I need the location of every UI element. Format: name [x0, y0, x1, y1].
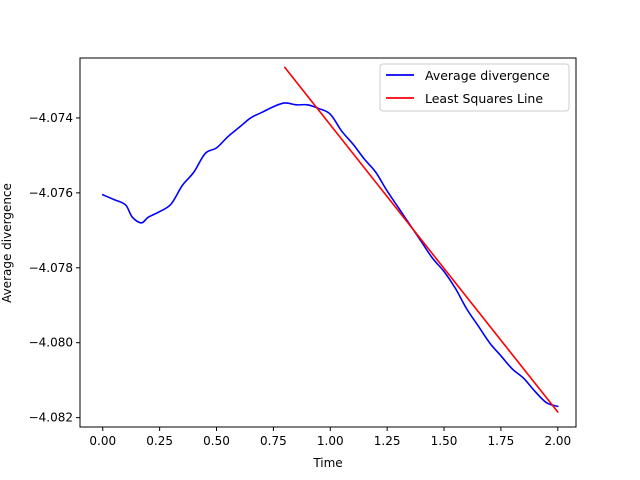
- x-tick-label: 1.75: [488, 434, 515, 448]
- x-tick-label: 1.25: [374, 434, 401, 448]
- y-tick-label: −4.082: [29, 411, 73, 425]
- x-axis-label: Time: [312, 456, 342, 470]
- y-axis-label: Average divergence: [0, 183, 14, 303]
- legend: Average divergence Least Squares Line: [379, 63, 570, 112]
- y-tick-label: −4.078: [29, 261, 73, 275]
- x-tick-label: 0.00: [89, 434, 116, 448]
- x-axis-ticks: 0.00 0.25 0.50 0.75 1.00 1.25 1.50 1.75 2.00: [89, 427, 571, 448]
- series-line-1: [283, 66, 559, 413]
- x-tick-label: 0.75: [260, 434, 287, 448]
- y-tick-label: −4.076: [29, 186, 73, 200]
- legend-label-average-divergence: Average divergence: [425, 68, 550, 83]
- plot-frame: [79, 57, 577, 428]
- x-tick-label: 1.00: [317, 434, 344, 448]
- series-lines: [101, 66, 559, 413]
- x-tick-label: 0.25: [146, 434, 173, 448]
- x-tick-label: 2.00: [544, 434, 571, 448]
- series-line-0: [101, 102, 559, 408]
- legend-label-least-squares-line: Least Squares Line: [425, 91, 543, 106]
- y-tick-label: −4.080: [29, 336, 73, 350]
- y-axis-ticks: −4.082 −4.080 −4.078 −4.076 −4.074: [29, 111, 80, 425]
- x-tick-label: 0.50: [203, 434, 230, 448]
- y-tick-label: −4.074: [29, 111, 73, 125]
- legend-box: [379, 63, 570, 112]
- x-tick-label: 1.50: [431, 434, 458, 448]
